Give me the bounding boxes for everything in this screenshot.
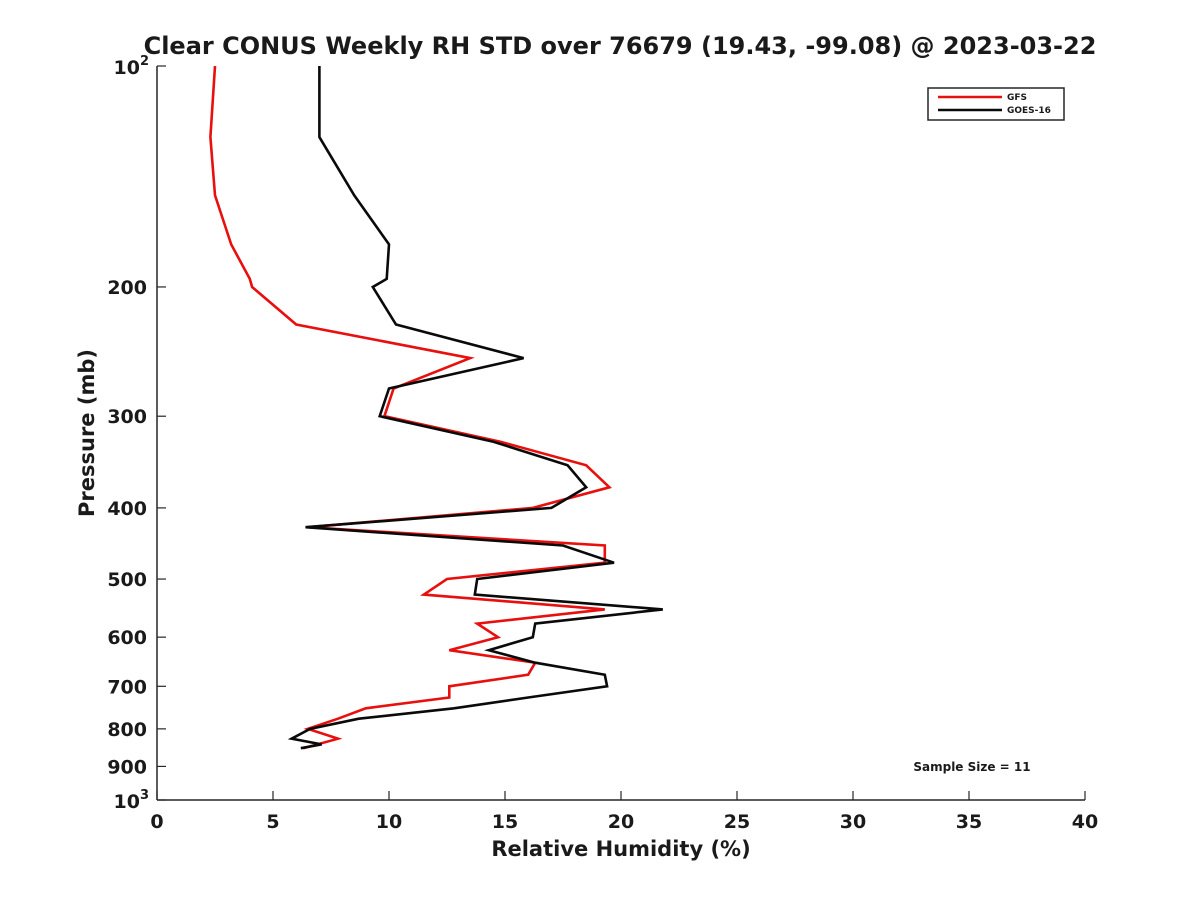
y-tick-label: 102 [114, 54, 150, 79]
x-axis: 0 5 10 15 20 25 30 35 40 [150, 791, 1098, 833]
x-tick-label: 20 [608, 811, 634, 833]
series-line-gfs [209, 65, 612, 750]
y-tick-label: 900 [107, 756, 147, 778]
y-tick-label: 400 [107, 498, 147, 520]
y-tick-label: 600 [107, 627, 147, 649]
x-tick-label: 0 [150, 811, 163, 833]
plot-area [209, 65, 663, 750]
y-tick-label: 103 [114, 788, 150, 813]
x-tick-label: 35 [956, 811, 982, 833]
legend[interactable]: GFS GOES-16 [927, 87, 1065, 121]
x-tick-label: 10 [376, 811, 402, 833]
y-tick-label: 800 [107, 719, 147, 741]
legend-box [927, 87, 1065, 121]
legend-label-gfs: GFS [1007, 93, 1027, 103]
y-tick-label: 700 [107, 676, 147, 698]
sample-size-annotation: Sample Size = 11 [913, 760, 1030, 774]
x-axis-label: Relative Humidity (%) [491, 837, 750, 861]
y-tick-label: 300 [107, 406, 147, 428]
y-axis-label: Pressure (mb) [75, 349, 99, 517]
series-line-goes16 [287, 66, 663, 750]
y-tick-label: 500 [107, 569, 147, 591]
y-tick-label: 200 [107, 277, 147, 299]
legend-label-goes16: GOES-16 [1007, 106, 1051, 116]
x-tick-label: 5 [266, 811, 279, 833]
x-tick-label: 15 [492, 811, 518, 833]
x-tick-label: 30 [840, 811, 866, 833]
x-tick-label: 40 [1072, 811, 1098, 833]
x-tick-label: 25 [724, 811, 750, 833]
y-axis: 102 200 300 400 500 600 700 800 900 103 [107, 54, 166, 813]
chart-title: Clear CONUS Weekly RH STD over 76679 (19… [144, 32, 1097, 60]
